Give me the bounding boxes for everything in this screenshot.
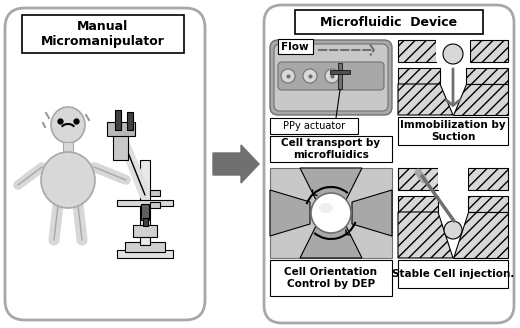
Bar [398,40,436,62]
Bar [295,10,483,34]
Bar [113,130,128,160]
Bar [338,63,342,89]
Polygon shape [398,84,453,115]
FancyBboxPatch shape [270,40,392,115]
Bar [270,136,392,162]
Polygon shape [270,190,310,236]
Bar [468,196,508,212]
Bar [127,112,133,130]
Bar [115,110,121,130]
Text: Stable Cell injection.: Stable Cell injection. [392,269,514,279]
Bar [438,168,468,190]
FancyBboxPatch shape [264,5,514,323]
Circle shape [444,221,462,239]
Bar [466,68,508,84]
Polygon shape [300,226,362,258]
Text: Cell Orientation
Control by DEP: Cell Orientation Control by DEP [284,267,378,289]
Bar [270,168,392,258]
FancyBboxPatch shape [5,8,205,320]
Ellipse shape [51,107,85,143]
Text: Flow: Flow [281,42,309,52]
Bar [140,160,150,245]
Polygon shape [453,84,508,115]
Circle shape [325,69,339,83]
Bar [22,15,184,53]
FancyArrow shape [213,145,259,183]
Bar [150,190,160,196]
Bar [468,168,508,190]
Text: Microfluidic  Device: Microfluidic Device [320,15,458,29]
Bar [398,68,440,84]
Bar [470,40,508,62]
Text: Manual
Micromanipulator: Manual Micromanipulator [41,20,165,48]
Text: PPy actuator: PPy actuator [283,121,345,131]
Bar [63,142,73,152]
Bar [330,70,350,74]
Polygon shape [300,168,362,200]
Bar [398,117,508,145]
Bar [141,204,149,220]
Bar [125,242,165,252]
Text: Immobilization by
Suction: Immobilization by Suction [400,120,506,142]
Bar [270,260,392,296]
Bar [398,196,438,212]
FancyBboxPatch shape [274,44,388,111]
Circle shape [443,44,463,64]
Polygon shape [398,212,453,258]
Polygon shape [352,190,392,236]
Circle shape [303,69,317,83]
FancyBboxPatch shape [278,62,384,90]
Bar [436,40,470,62]
Bar [107,122,135,136]
Bar [278,39,313,54]
Bar [117,250,173,258]
Ellipse shape [319,203,333,213]
FancyArrowPatch shape [97,168,123,179]
Bar [117,200,173,206]
Circle shape [281,69,295,83]
Bar [398,168,438,190]
Polygon shape [453,212,508,258]
Bar [143,218,148,226]
Circle shape [311,193,351,233]
Bar [150,202,160,208]
Bar [133,225,157,237]
Bar [398,260,508,288]
Text: Cell transport by
microfluidics: Cell transport by microfluidics [281,138,381,160]
Ellipse shape [41,152,95,208]
Bar [270,118,358,134]
